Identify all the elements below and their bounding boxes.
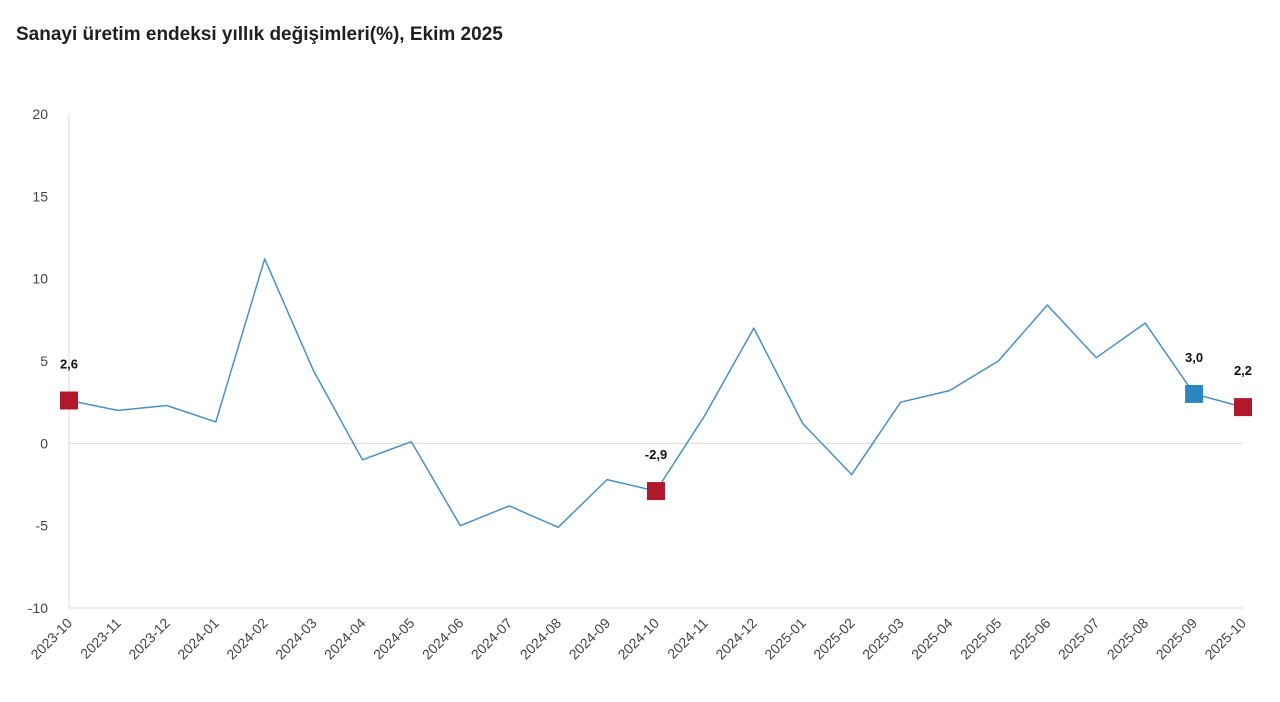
chart-title: Sanayi üretim endeksi yıllık değişimleri… bbox=[16, 24, 503, 45]
x-tick-label: 2023-11 bbox=[77, 615, 124, 662]
x-tick-label: 2024-11 bbox=[664, 615, 711, 662]
x-tick-label: 2025-02 bbox=[810, 615, 858, 663]
x-tick-label: 2023-12 bbox=[125, 615, 173, 663]
x-tick-label: 2025-09 bbox=[1153, 615, 1201, 663]
highlight-marker bbox=[60, 391, 78, 410]
chart-axes bbox=[68, 114, 1243, 609]
x-tick-label: 2024-07 bbox=[468, 615, 516, 663]
highlight-marker bbox=[647, 482, 665, 501]
x-axis-ticks: 2023-10 2023-11 2023-12 2024-01 2024-02 2024-… bbox=[27, 615, 1249, 663]
data-label: 2,6 bbox=[60, 357, 78, 372]
x-tick-label: 2025-08 bbox=[1104, 615, 1152, 663]
x-tick-label: 2024-02 bbox=[223, 615, 271, 663]
y-axis-ticks: -10 -5 0 5 10 15 20 bbox=[28, 106, 48, 616]
data-labels: 2,6 -2,9 3,0 2,2 bbox=[60, 350, 1252, 462]
data-label: 3,0 bbox=[1185, 350, 1203, 365]
x-tick-label: 2025-04 bbox=[908, 615, 956, 663]
y-tick-label: 5 bbox=[40, 353, 48, 369]
y-tick-label: -10 bbox=[28, 600, 48, 616]
x-tick-label: 2025-10 bbox=[1201, 615, 1249, 663]
y-tick-label: 15 bbox=[32, 188, 48, 204]
data-label: -2,9 bbox=[645, 447, 667, 462]
x-tick-label: 2024-08 bbox=[517, 615, 565, 663]
y-tick-label: 20 bbox=[32, 106, 48, 122]
x-tick-label: 2025-03 bbox=[859, 615, 907, 663]
x-tick-label: 2024-10 bbox=[614, 615, 662, 663]
x-tick-label: 2024-04 bbox=[321, 615, 369, 663]
x-tick-label: 2024-03 bbox=[272, 615, 320, 663]
x-tick-label: 2024-06 bbox=[419, 615, 467, 663]
x-tick-label: 2025-01 bbox=[761, 615, 809, 663]
x-tick-label: 2023-10 bbox=[27, 615, 75, 663]
x-tick-label: 2025-07 bbox=[1055, 615, 1103, 663]
x-tick-label: 2024-09 bbox=[566, 615, 614, 663]
highlight-marker bbox=[1185, 384, 1204, 403]
data-label: 2,2 bbox=[1234, 363, 1252, 378]
x-tick-label: 2024-01 bbox=[174, 615, 222, 663]
y-tick-label: 0 bbox=[40, 435, 48, 451]
x-tick-label: 2024-05 bbox=[370, 615, 418, 663]
highlight-markers bbox=[60, 384, 1252, 501]
y-tick-label: 10 bbox=[32, 271, 48, 287]
highlight-marker bbox=[1234, 398, 1252, 417]
y-tick-label: -5 bbox=[36, 518, 49, 534]
x-tick-label: 2025-05 bbox=[957, 615, 1005, 663]
x-tick-label: 2024-12 bbox=[712, 615, 760, 663]
x-tick-label: 2025-06 bbox=[1006, 615, 1054, 663]
